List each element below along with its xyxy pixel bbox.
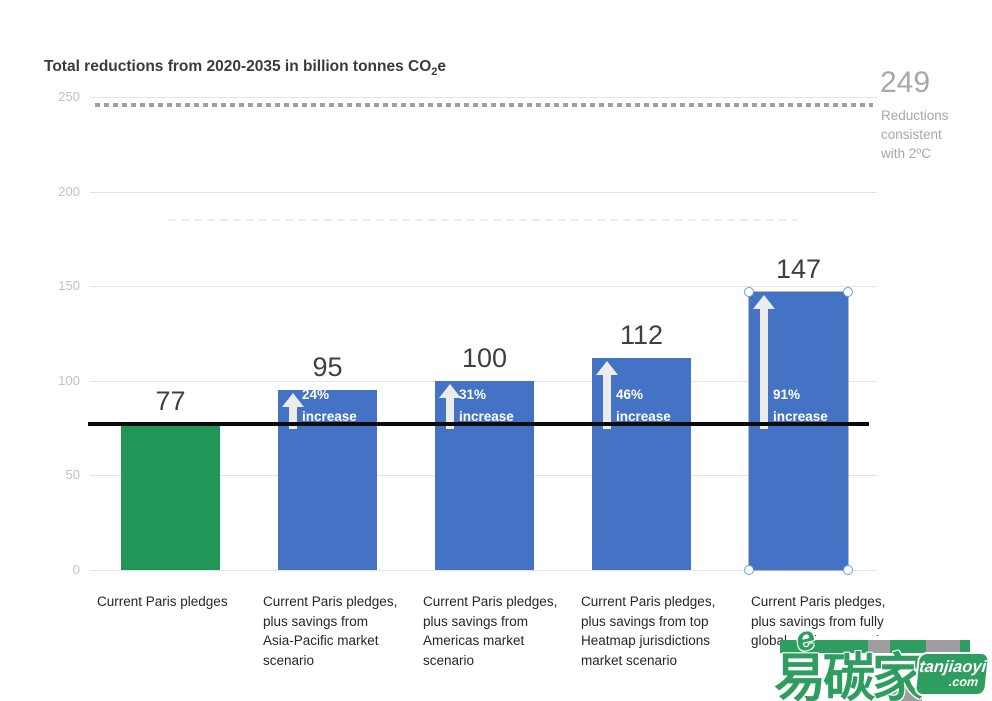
increase-arrow-icon xyxy=(439,384,461,429)
y-tick-200: 200 xyxy=(58,184,80,199)
tanjiaoyi-watermark-logo: 易碳家 e tanjiaoyi .com xyxy=(768,618,992,701)
increase-pct: 24% xyxy=(302,387,330,402)
increase-pct: 91% xyxy=(773,387,801,402)
bar-value-label: 100 xyxy=(461,343,508,373)
bar-value-label: 112 xyxy=(619,320,664,350)
reference-line-249-dotted xyxy=(95,103,873,107)
watermark-gray-block xyxy=(926,640,960,653)
increase-pct: 46% xyxy=(616,387,644,402)
increase-label: 46% increase xyxy=(616,384,671,428)
increase-arrow-icon xyxy=(753,295,775,429)
gridline-200 xyxy=(90,192,877,193)
chart-title-text: Total reductions from 2020-2035 in billi… xyxy=(44,58,432,75)
annotation-249-text: Reductions consistent with 2ºC xyxy=(881,108,949,161)
watermark-tld: .com xyxy=(948,675,979,689)
gridline-0 xyxy=(90,570,877,571)
watermark-gray-block xyxy=(868,640,890,653)
category-label-current-paris: Current Paris pledges xyxy=(97,594,228,609)
watermark-site-name: tanjiaoyi xyxy=(918,658,988,676)
bar-current-paris[interactable] xyxy=(121,424,220,570)
increase-arrow-icon xyxy=(282,393,304,429)
chart-title: Total reductions from 2020-2035 in billi… xyxy=(44,58,446,78)
y-tick-0: 0 xyxy=(72,562,80,577)
increase-pct: 31% xyxy=(459,387,487,402)
gridline-150 xyxy=(90,286,877,287)
watermark-chinese-text: 易碳家 xyxy=(774,650,924,701)
selection-handle-top-right[interactable] xyxy=(843,287,853,297)
selection-handle-bottom-left[interactable] xyxy=(744,565,754,575)
annotation-249-value: 249 xyxy=(880,66,931,99)
category-label-heatmap-jurisdictions: Current Paris pledges, plus savings from… xyxy=(581,594,716,668)
increase-label: 24% increase xyxy=(302,384,357,428)
increase-arrow-icon xyxy=(596,361,618,429)
increase-word: increase xyxy=(459,409,514,424)
selection-handle-top-left[interactable] xyxy=(744,287,754,297)
y-tick-100: 100 xyxy=(58,373,80,388)
increase-word: increase xyxy=(616,409,671,424)
bar-value-label: 147 xyxy=(775,254,822,284)
selection-handle-bottom-right[interactable] xyxy=(843,565,853,575)
category-label-asia-pacific: Current Paris pledges, plus savings from… xyxy=(263,594,398,668)
increase-label: 31% increase xyxy=(459,384,514,428)
y-tick-250: 250 xyxy=(58,89,80,104)
chart-title-subscript: 2 xyxy=(431,66,438,79)
gridline-250 xyxy=(90,97,877,98)
reference-line-185-faint xyxy=(168,219,797,221)
increase-word: increase xyxy=(302,409,357,424)
increase-word: increase xyxy=(773,409,828,424)
y-tick-150: 150 xyxy=(58,278,80,293)
y-tick-50: 50 xyxy=(65,467,80,482)
chart-title-suffix: e xyxy=(437,58,447,75)
watermark-domain-badge: tanjiaoyi .com xyxy=(913,652,991,696)
bar-value-label: 95 xyxy=(312,352,343,382)
increase-label: 91% increase xyxy=(773,384,828,428)
bar-value-label: 77 xyxy=(155,386,186,416)
reference-line-77-black xyxy=(88,422,869,426)
category-label-americas: Current Paris pledges, plus savings from… xyxy=(423,594,558,668)
